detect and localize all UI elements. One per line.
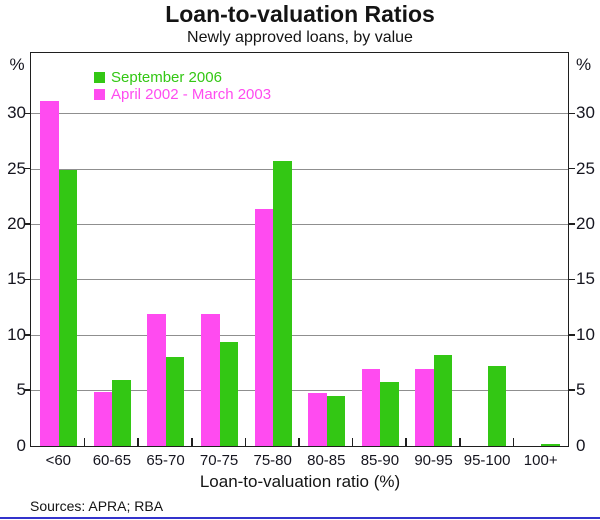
y-tick-mark-left-15 [24,278,30,281]
x-tick-mark [244,438,247,446]
x-tick-label: 95-100 [463,452,511,469]
y-tick-label-left-30: 30 [7,103,26,123]
y-tick-mark-left-20 [24,223,30,225]
x-tick-mark [459,438,461,446]
bar [487,366,506,446]
y-tick-label-left-25: 25 [7,158,26,178]
y-tick-mark-right-20 [569,223,575,225]
x-tick-mark [298,438,300,446]
y-tick-label-right-30: 30 [576,103,595,123]
x-axis-title: Loan-to-valuation ratio (%) [199,472,401,491]
y-tick-label-right-0: 0 [576,435,586,455]
x-tick-mark [137,438,139,446]
bar [147,314,166,446]
gridline-10 [31,334,568,336]
bar [415,368,434,446]
x-tick-label: 70-75 [199,452,239,469]
x-tick-label: 80-85 [307,452,346,469]
source-note: Sources: APRA; RBA [30,498,164,514]
x-tick-label: 85-90 [360,452,400,469]
x-tick-mark [83,438,86,446]
bar [219,341,238,446]
y-tick-mark-right-25 [569,167,575,170]
y-tick-mark-left-30 [24,112,30,115]
bar [112,379,131,446]
y-tick-mark-right-15 [569,278,575,281]
x-tick-mark [351,438,354,446]
legend-label: September 2006 [111,69,222,86]
y-tick-label-right-5: 5 [576,380,586,400]
y-tick-mark-left-5 [24,389,30,391]
x-tick-mark [405,438,407,446]
x-tick-label: 60-65 [92,452,132,469]
chart-subtitle: Newly approved loans, by value [187,29,413,46]
y-tick-label-left-5: 5 [16,380,26,400]
legend-swatch-icon [94,72,105,83]
gridline-25 [31,168,568,170]
y-tick-label-right-20: 20 [576,214,595,234]
bar [308,392,327,446]
legend: September 2006 April 2002 - March 2003 [94,69,271,103]
y-tick-mark-left-10 [24,334,30,336]
legend-label: April 2002 - March 2003 [111,86,272,103]
y-tick-label-right-15: 15 [576,269,595,289]
bar [380,381,399,446]
x-tick-label: 65-70 [146,452,185,469]
y-tick-mark-right-10 [569,334,575,336]
legend-swatch-icon [94,89,105,100]
y-tick-mark-right-30 [569,112,575,115]
gridline-15 [31,279,568,281]
gridline-5 [31,390,568,392]
bar [361,368,381,446]
y-tick-label-right-25: 25 [576,158,595,178]
y-tick-mark-right-5 [569,389,575,391]
bar [273,161,292,446]
legend-item: September 2006 [94,69,271,86]
bar [58,170,78,446]
gridline-20 [31,224,568,226]
x-tick-label: 100+ [523,452,558,469]
y-tick-label-left-20: 20 [7,214,26,234]
y-tick-mark-left-25 [24,167,30,170]
x-tick-label: 90-95 [414,452,453,469]
bar [254,209,274,446]
gridline-30 [31,113,568,115]
x-tick-label: 75-80 [253,452,292,469]
y-tick-label-right-10: 10 [576,324,595,344]
y-axis-unit-left: % [9,55,25,74]
y-tick-label-left-15: 15 [7,269,26,289]
legend-item: April 2002 - March 2003 [94,86,271,103]
x-tick-mark [512,438,515,446]
plot-area: September 2006 April 2002 - March 2003 [30,52,569,447]
bottom-rule [0,517,600,519]
bar [433,355,453,446]
bar [326,396,346,446]
y-tick-label-left-0: 0 [16,435,26,455]
y-axis-unit-right: % [576,55,592,74]
bar [40,100,59,446]
bar [201,314,220,446]
x-tick-mark [191,438,193,446]
bar [541,443,560,446]
bar [165,357,185,446]
chart-title: Loan-to-valuation Ratios [165,1,435,27]
y-tick-label-left-10: 10 [7,324,26,344]
bar [93,391,113,446]
x-tick-label: <60 [45,452,72,469]
